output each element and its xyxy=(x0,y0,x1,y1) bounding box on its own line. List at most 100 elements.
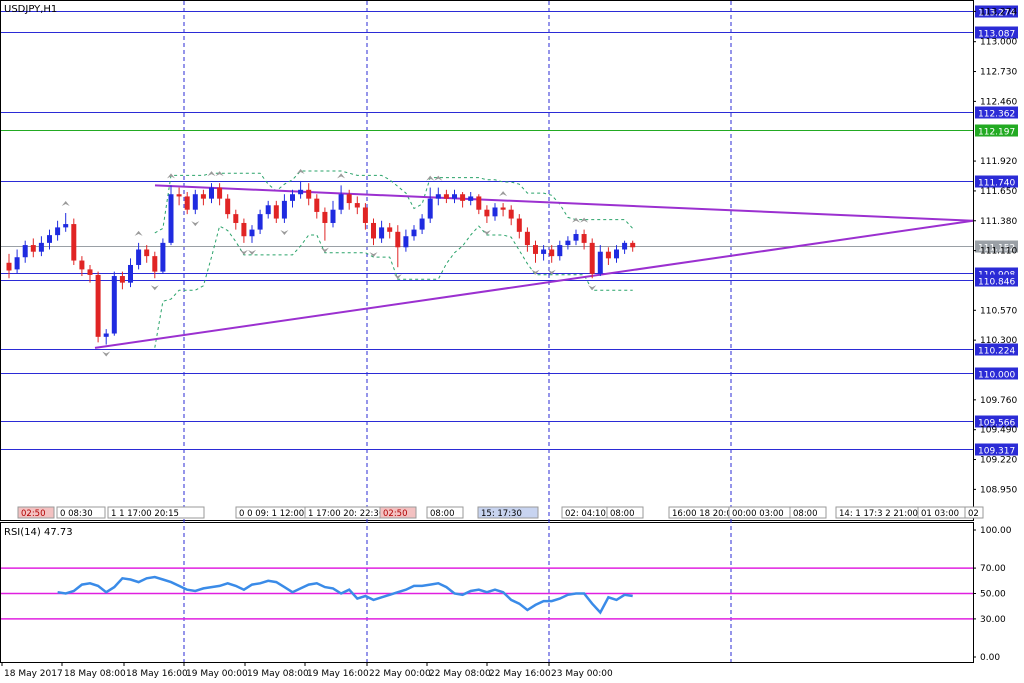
candle-body-52 xyxy=(427,198,433,219)
level-label-2: 112.362 xyxy=(978,110,1015,120)
time-tag-box-7 xyxy=(477,506,539,519)
period-separators xyxy=(183,1,732,662)
candle-body-46 xyxy=(379,227,385,239)
candle-body-9 xyxy=(79,260,85,270)
candle-body-18 xyxy=(152,256,158,272)
time-tag-box-1 xyxy=(56,506,106,519)
candle-body-76 xyxy=(622,242,628,250)
fractal-down-45 xyxy=(369,252,378,258)
level-box-5 xyxy=(975,240,1018,253)
time-tag-15: 02 xyxy=(968,509,979,519)
fractal-markers xyxy=(61,168,597,357)
level-label-9: 110.000 xyxy=(978,371,1015,381)
candle-body-59 xyxy=(484,209,490,217)
candle-body-35 xyxy=(290,194,295,201)
time-tag-12: 08:00 xyxy=(793,509,818,519)
candle-body-12 xyxy=(103,333,109,337)
rsi-tick-0: 100.00 xyxy=(980,526,1012,536)
candle-body-16 xyxy=(136,249,142,265)
candle-body-23 xyxy=(192,194,198,210)
candle-body-34 xyxy=(281,200,287,219)
candle-body-57 xyxy=(468,196,474,201)
time-tag-box-2 xyxy=(107,506,205,519)
fractal-down-39 xyxy=(320,247,329,253)
time-tag-box-6 xyxy=(426,506,464,519)
time-tag-box-15 xyxy=(964,506,984,519)
price-tick-4: 111.920 xyxy=(980,157,1017,167)
time-label-4: 19 May 08:00 xyxy=(247,669,309,679)
time-tag-box-5 xyxy=(379,506,417,519)
fractal-up-41 xyxy=(337,173,346,179)
time-tag-2: 1 1 17:00 20:15 xyxy=(111,509,179,519)
candle-body-31 xyxy=(257,214,263,230)
triangle-trendlines xyxy=(94,184,974,349)
price-tick-10: 109.760 xyxy=(980,396,1017,406)
fractal-up-70 xyxy=(572,217,580,223)
candle-body-21 xyxy=(176,194,182,197)
envelope-upper xyxy=(154,170,634,234)
candle-body-5 xyxy=(47,235,52,243)
candle-body-75 xyxy=(614,249,619,259)
fractal-up-52 xyxy=(426,175,435,181)
fractal-up-71 xyxy=(580,217,589,223)
candle-body-50 xyxy=(411,229,417,237)
fractal-down-72 xyxy=(588,285,597,291)
fractal-down-23 xyxy=(191,221,200,227)
price-tick-6: 111.380 xyxy=(980,217,1017,227)
candle-body-41 xyxy=(338,194,344,210)
candle-body-3 xyxy=(30,245,36,252)
level-label-0: 113.274 xyxy=(978,9,1015,19)
time-label-6: 22 May 00:00 xyxy=(369,669,431,679)
level-label-10: 109.566 xyxy=(978,419,1015,429)
candle-body-1 xyxy=(14,257,20,270)
level-box-3 xyxy=(975,124,1018,137)
level-box-10 xyxy=(975,415,1018,428)
level-box-7 xyxy=(975,274,1018,287)
price-tick-1: 113.000 xyxy=(980,38,1017,48)
candle-body-36 xyxy=(298,189,304,195)
candle-body-65 xyxy=(533,245,538,254)
time-tag-0: 02:50 xyxy=(21,509,46,519)
price-tick-8: 110.570 xyxy=(980,306,1017,316)
fractal-down-34 xyxy=(280,229,289,235)
time-tag-10: 16:00 18 20:0 22 xyxy=(672,509,745,519)
trendline-0 xyxy=(154,184,974,222)
fractal-up-36 xyxy=(296,168,305,174)
candle-body-15 xyxy=(128,264,133,283)
candle-body-74 xyxy=(605,251,611,259)
candle-body-29 xyxy=(241,222,247,237)
candle-body-37 xyxy=(306,189,312,199)
candle-body-8 xyxy=(71,224,77,261)
time-tag-13: 14: 1 17:3 2 21:00 xyxy=(839,509,918,519)
level-label-1: 113.087 xyxy=(978,30,1015,40)
level-box-8 xyxy=(975,343,1018,356)
candle-body-43 xyxy=(354,203,360,208)
fractal-down-48 xyxy=(393,274,402,280)
candle-body-7 xyxy=(63,224,69,228)
price-tick-3: 112.460 xyxy=(980,97,1017,107)
candle-body-10 xyxy=(87,269,93,275)
candle-body-20 xyxy=(168,194,174,243)
horizontal-levels: 113.274 113.087 112.362 112.197 111.740 111.1… xyxy=(1,5,1018,457)
price-tick-11: 109.490 xyxy=(980,426,1017,436)
candle-body-47 xyxy=(387,227,393,232)
rsi-tick-2: 50.00 xyxy=(980,590,1006,600)
price-tick-9: 110.300 xyxy=(980,336,1017,346)
trendline-1 xyxy=(94,219,974,349)
price-tick-13: 108.950 xyxy=(980,485,1017,495)
rsi-tick-4: 0.00 xyxy=(980,653,1000,663)
fractal-down-67 xyxy=(547,269,556,275)
candle-body-30 xyxy=(249,229,255,237)
time-tag-box-9 xyxy=(606,506,644,519)
candle-body-0 xyxy=(6,262,12,271)
time-tag-14: 01 03:00 xyxy=(921,509,959,519)
time-tag-4: 1 17:00 20: 22:30 xyxy=(308,509,384,519)
time-label-9: 23 May 00:00 xyxy=(551,669,613,679)
candle-body-22 xyxy=(184,196,190,210)
rsi-tick-3: 30.00 xyxy=(980,615,1006,625)
candle-body-68 xyxy=(557,245,563,257)
candle-body-61 xyxy=(500,207,506,210)
candle-body-27 xyxy=(225,198,231,215)
